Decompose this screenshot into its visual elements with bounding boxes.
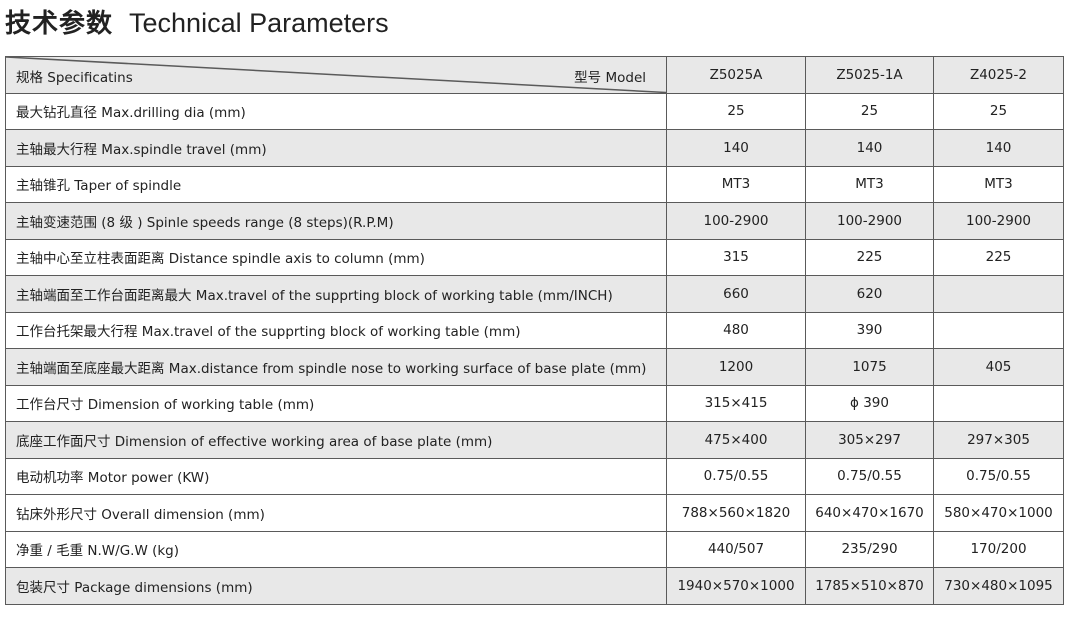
table-row: 底座工作面尺寸 Dimension of effective working a… (5, 421, 1064, 459)
value-cell: 25 (933, 92, 1064, 130)
table-row: 最大钻孔直径 Max.drilling dia (mm) 25 25 25 (5, 92, 1064, 130)
table-row: 包装尺寸 Package dimensions (mm) 1940×570×100… (5, 567, 1064, 605)
table-row: 主轴端面至工作台面距离最大 Max.travel of the supprtin… (5, 275, 1064, 313)
value-cell: 170/200 (933, 530, 1064, 568)
value-cell: 225 (933, 238, 1064, 276)
model-header-cell: Z5025A (666, 56, 806, 94)
value-cell: 0.75/0.55 (805, 457, 934, 495)
value-cell (933, 311, 1064, 349)
value-cell: 788×560×1820 (666, 494, 806, 532)
value-cell: 660 (666, 275, 806, 313)
value-cell: 100-2900 (666, 202, 806, 240)
row-label: 最大钻孔直径 Max.drilling dia (mm) (5, 92, 667, 130)
value-cell: MT3 (666, 165, 806, 203)
table-row: 主轴锥孔 Taper of spindle MT3 MT3 MT3 (5, 165, 1064, 203)
row-label: 净重 / 毛重 N.W/G.W (kg) (5, 530, 667, 568)
value-cell: 475×400 (666, 421, 806, 459)
value-cell: 480 (666, 311, 806, 349)
value-cell: 730×480×1095 (933, 567, 1064, 605)
table-row: 净重 / 毛重 N.W/G.W (kg) 440/507 235/290 170/20… (5, 530, 1064, 568)
value-cell: 297×305 (933, 421, 1064, 459)
value-cell: 315 (666, 238, 806, 276)
value-cell: MT3 (933, 165, 1064, 203)
row-label: 主轴端面至工作台面距离最大 Max.travel of the supprtin… (5, 275, 667, 313)
table-row: 主轴中心至立柱表面距离 Distance spindle axis to col… (5, 238, 1064, 276)
value-cell: 580×470×1000 (933, 494, 1064, 532)
value-cell: 405 (933, 348, 1064, 386)
value-cell: 225 (805, 238, 934, 276)
value-cell: 440/507 (666, 530, 806, 568)
value-cell: MT3 (805, 165, 934, 203)
value-cell: 25 (666, 92, 806, 130)
header-diagonal-cell: 规格 Specificatins 型号 Model (5, 56, 667, 94)
row-label: 工作台托架最大行程 Max.travel of the supprting bl… (5, 311, 667, 349)
value-cell: 140 (933, 129, 1064, 167)
value-cell (933, 275, 1064, 313)
table-row: 电动机功率 Motor power (KW) 0.75/0.55 0.75/0.55… (5, 457, 1064, 495)
model-header-cell: Z5025-1A (805, 56, 934, 94)
value-cell: 390 (805, 311, 934, 349)
row-label: 主轴锥孔 Taper of spindle (5, 165, 667, 203)
row-label: 主轴最大行程 Max.spindle travel (mm) (5, 129, 667, 167)
value-cell: 100-2900 (933, 202, 1064, 240)
table-row: 工作台尺寸 Dimension of working table (mm) 315… (5, 384, 1064, 422)
title-en: Technical Parameters (129, 8, 389, 38)
row-label: 底座工作面尺寸 Dimension of effective working a… (5, 421, 667, 459)
value-cell: ϕ 390 (805, 384, 934, 422)
value-cell: 640×470×1670 (805, 494, 934, 532)
value-cell: 1075 (805, 348, 934, 386)
table-row: 主轴端面至底座最大距离 Max.distance from spindle no… (5, 348, 1064, 386)
model-header: 型号 Model (574, 70, 646, 86)
model-header-cell: Z4025-2 (933, 56, 1064, 94)
row-label: 电动机功率 Motor power (KW) (5, 457, 667, 495)
value-cell: 235/290 (805, 530, 934, 568)
value-cell: 140 (805, 129, 934, 167)
row-label: 钻床外形尺寸 Overall dimension (mm) (5, 494, 667, 532)
value-cell (933, 384, 1064, 422)
value-cell: 1785×510×870 (805, 567, 934, 605)
table-row: 主轴变速范围 (8 级 ) Spinle speeds range (8 ste… (5, 202, 1064, 240)
value-cell: 315×415 (666, 384, 806, 422)
row-label: 包装尺寸 Package dimensions (mm) (5, 567, 667, 605)
table-row: 工作台托架最大行程 Max.travel of the supprting bl… (5, 311, 1064, 349)
page-title: 技术参数 Technical Parameters (5, 6, 389, 41)
diagonal-line (6, 57, 666, 93)
spec-header: 规格 Specificatins (16, 70, 133, 86)
title-cn: 技术参数 (5, 9, 114, 39)
value-cell: 0.75/0.55 (933, 457, 1064, 495)
value-cell: 100-2900 (805, 202, 934, 240)
value-cell: 305×297 (805, 421, 934, 459)
row-label: 主轴变速范围 (8 级 ) Spinle speeds range (8 ste… (5, 202, 667, 240)
table-row: 钻床外形尺寸 Overall dimension (mm) 788×560×182… (5, 494, 1064, 532)
value-cell: 1940×570×1000 (666, 567, 806, 605)
value-cell: 620 (805, 275, 934, 313)
header-row: 规格 Specificatins 型号 Model Z5025A Z5025-1… (5, 56, 1064, 94)
value-cell: 140 (666, 129, 806, 167)
row-label: 主轴端面至底座最大距离 Max.distance from spindle no… (5, 348, 667, 386)
row-label: 主轴中心至立柱表面距离 Distance spindle axis to col… (5, 238, 667, 276)
value-cell: 25 (805, 92, 934, 130)
parameters-table: 规格 Specificatins 型号 Model Z5025A Z5025-1… (5, 56, 1064, 605)
value-cell: 1200 (666, 348, 806, 386)
table-row: 主轴最大行程 Max.spindle travel (mm) 140 140 140 (5, 129, 1064, 167)
row-label: 工作台尺寸 Dimension of working table (mm) (5, 384, 667, 422)
value-cell: 0.75/0.55 (666, 457, 806, 495)
